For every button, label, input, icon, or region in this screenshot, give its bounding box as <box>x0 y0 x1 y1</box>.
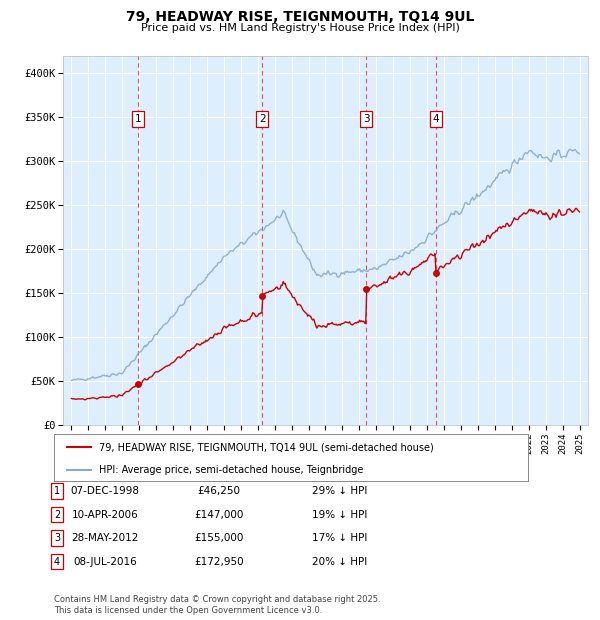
Text: 17% ↓ HPI: 17% ↓ HPI <box>312 533 367 543</box>
Text: 10-APR-2006: 10-APR-2006 <box>71 510 139 520</box>
Text: 19% ↓ HPI: 19% ↓ HPI <box>312 510 367 520</box>
Text: This data is licensed under the Open Government Licence v3.0.: This data is licensed under the Open Gov… <box>54 606 322 615</box>
Text: 08-JUL-2016: 08-JUL-2016 <box>73 557 137 567</box>
Text: 28-MAY-2012: 28-MAY-2012 <box>71 533 139 543</box>
Text: £155,000: £155,000 <box>194 533 244 543</box>
Text: HPI: Average price, semi-detached house, Teignbridge: HPI: Average price, semi-detached house,… <box>99 465 364 476</box>
Text: 4: 4 <box>54 557 60 567</box>
Text: Price paid vs. HM Land Registry's House Price Index (HPI): Price paid vs. HM Land Registry's House … <box>140 23 460 33</box>
Text: 79, HEADWAY RISE, TEIGNMOUTH, TQ14 9UL (semi-detached house): 79, HEADWAY RISE, TEIGNMOUTH, TQ14 9UL (… <box>99 442 434 452</box>
Text: 3: 3 <box>363 114 370 124</box>
Text: £46,250: £46,250 <box>197 486 241 496</box>
Text: £172,950: £172,950 <box>194 557 244 567</box>
Text: 2: 2 <box>259 114 266 124</box>
Text: 20% ↓ HPI: 20% ↓ HPI <box>312 557 367 567</box>
Text: 07-DEC-1998: 07-DEC-1998 <box>71 486 139 496</box>
Text: £147,000: £147,000 <box>194 510 244 520</box>
Text: Contains HM Land Registry data © Crown copyright and database right 2025.: Contains HM Land Registry data © Crown c… <box>54 595 380 604</box>
Text: 1: 1 <box>54 486 60 496</box>
Text: 29% ↓ HPI: 29% ↓ HPI <box>312 486 367 496</box>
Text: 2: 2 <box>54 510 60 520</box>
Text: 4: 4 <box>433 114 439 124</box>
Text: 3: 3 <box>54 533 60 543</box>
Text: 1: 1 <box>135 114 142 124</box>
Text: 79, HEADWAY RISE, TEIGNMOUTH, TQ14 9UL: 79, HEADWAY RISE, TEIGNMOUTH, TQ14 9UL <box>126 10 474 24</box>
